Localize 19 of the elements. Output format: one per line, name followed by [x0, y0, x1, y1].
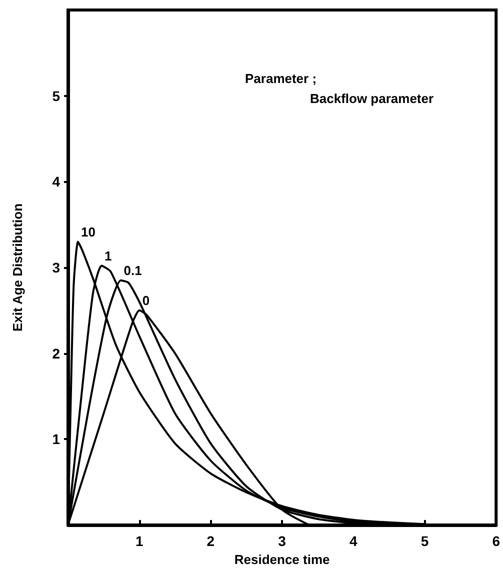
- x-tick-label: 6: [492, 533, 500, 549]
- y-tick-label: 5: [52, 88, 60, 104]
- series-label: 10: [80, 224, 96, 240]
- series-label: 0: [142, 292, 150, 308]
- y-axis-title: Exit Age Distribution: [10, 203, 25, 332]
- y-tick-label: 2: [52, 345, 60, 362]
- x-tick-label: 4: [350, 533, 358, 549]
- y-tick-label: 4: [52, 174, 60, 190]
- x-axis-title: Residence time: [234, 552, 330, 567]
- annotation: Parameter ;: [245, 71, 317, 86]
- series-label: 1: [104, 248, 112, 264]
- x-tick-label: 3: [278, 533, 286, 549]
- x-tick-label: 1: [135, 533, 144, 549]
- x-tick-label: 5: [420, 533, 429, 549]
- annotation: Backflow parameter: [310, 91, 434, 106]
- y-tick-label: 3: [52, 260, 60, 276]
- y-tick-label: 1: [52, 431, 60, 448]
- x-tick-label: 2: [206, 533, 215, 549]
- series-label: 0.1: [124, 262, 142, 278]
